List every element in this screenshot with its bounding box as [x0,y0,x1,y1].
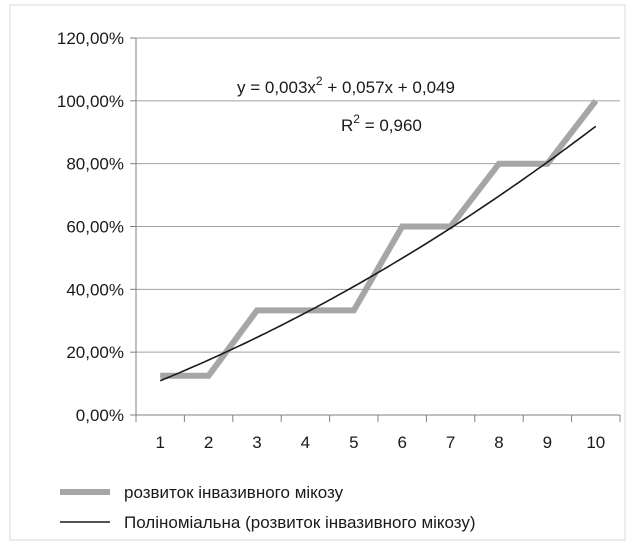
y-tick-label-0: 0,00% [76,406,124,425]
y-tick-label-2: 40,00% [66,280,124,299]
x-tick-label-7: 7 [446,433,455,452]
grid-lines [136,37,620,353]
axes [130,37,621,422]
legend-label-observed: розвиток інвазивного мікозу [124,483,344,502]
x-tick-label-10: 10 [586,433,605,452]
x-tick-label-8: 8 [494,433,503,452]
x-tick-label-9: 9 [543,433,552,452]
legend-label-trendline: Поліноміальна (розвиток інвазивного міко… [124,513,476,532]
x-tick-label-5: 5 [349,433,358,452]
series-line-trendline [159,125,597,382]
x-tick-label-6: 6 [397,433,406,452]
series-group [159,98,599,382]
chart-border [9,4,626,541]
x-tick-label-2: 2 [204,433,213,452]
r-squared-value: R2 = 0,960 [341,112,422,135]
y-axis-tick-labels: 0,00% 20,00% 40,00% 60,00% 80,00% 100,00% 120,… [57,29,124,425]
y-tick-label-1: 20,00% [66,343,124,362]
y-tick-label-4: 80,00% [66,155,124,174]
legend: розвиток інвазивного мікозу Поліноміальн… [60,483,476,532]
series-line-observed [160,98,599,379]
y-tick-label-5: 100,00% [57,92,124,111]
x-tick-label-4: 4 [301,433,310,452]
x-tick-label-3: 3 [252,433,261,452]
x-axis-tick-labels: 1 2 3 4 5 6 7 8 9 10 [155,433,605,452]
y-tick-label-6: 120,00% [57,29,124,48]
trendline-equation: y = 0,003x2 + 0,057x + 0,049 [237,74,455,97]
y-tick-label-3: 60,00% [66,218,124,237]
x-tick-label-1: 1 [155,433,164,452]
